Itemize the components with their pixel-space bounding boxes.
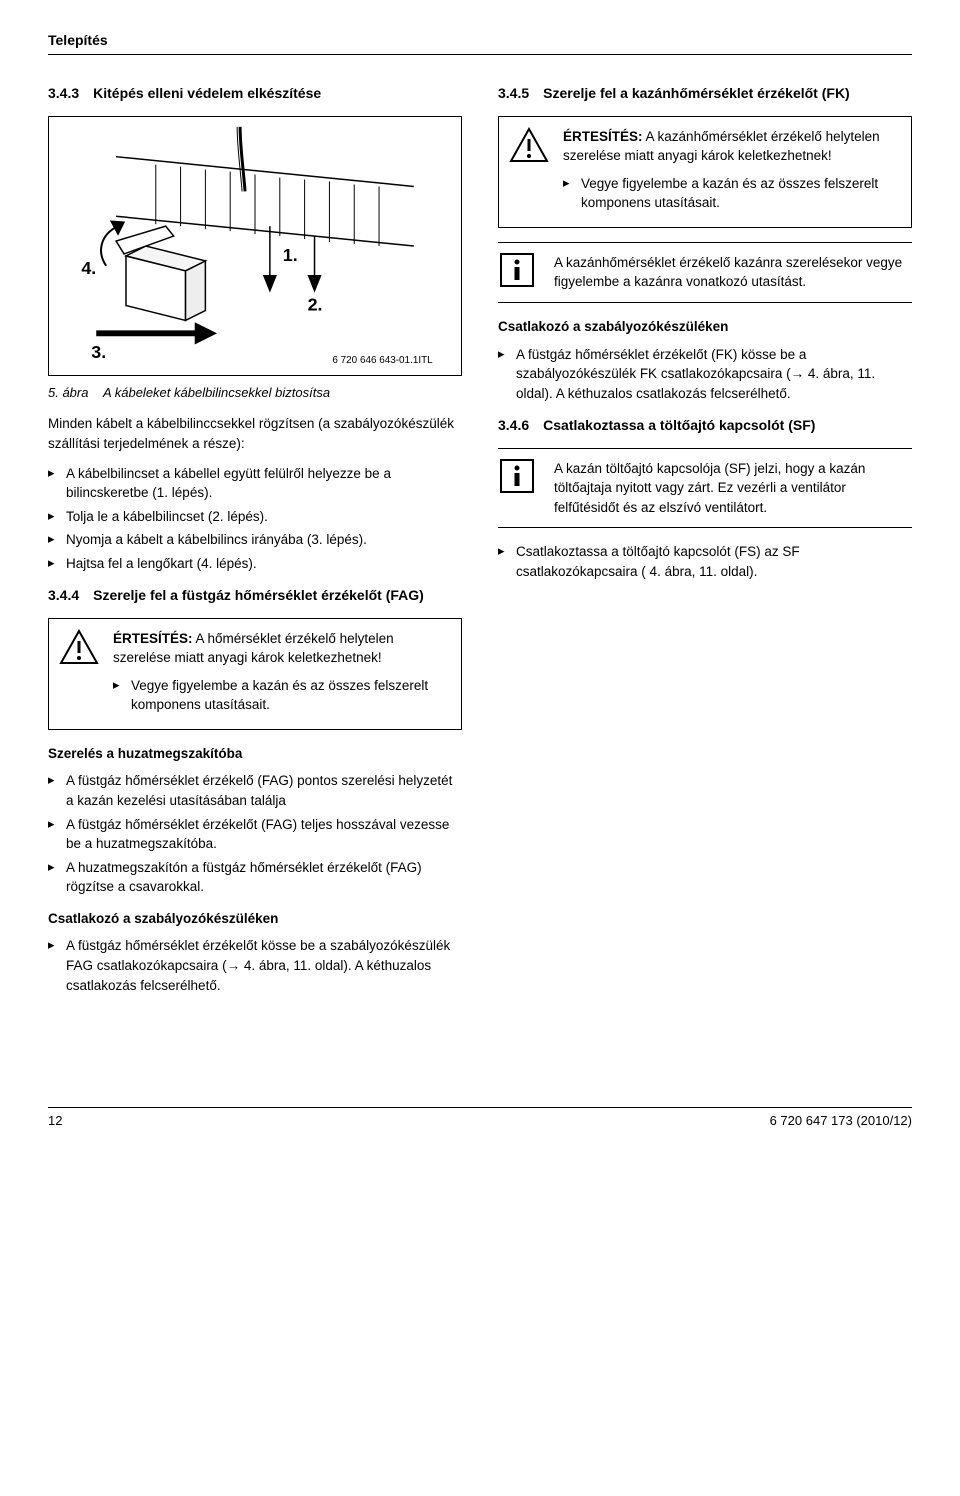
sub346-list: Csatlakoztassa a töltőajtó kapcsolót (FS… <box>498 542 912 581</box>
heading-346-title: Csatlakoztassa a töltőajtó kapcsolót (SF… <box>543 415 815 435</box>
notice-label: ÉRTESÍTÉS: <box>563 129 643 144</box>
step-item: A kábelbilincset a kábellel együtt felül… <box>48 464 462 503</box>
subhead-csatlakozo-right: Csatlakozó a szabályozókészüléken <box>498 317 912 337</box>
two-column-layout: 3.4.3 Kitépés elleni védelem elkészítése <box>48 81 912 1007</box>
figure-ref: 6 720 646 643-01.1ITL <box>332 355 433 366</box>
notice-bullet: Vegye figyelembe a kazán és az összes fe… <box>563 174 899 213</box>
list-item: A füstgáz hőmérséklet érzékelőt (FK) kös… <box>498 345 912 404</box>
heading-344-num: 3.4.4 <box>48 585 79 605</box>
heading-344: 3.4.4 Szerelje fel a füstgáz hőmérséklet… <box>48 585 462 605</box>
footer: 12 6 720 647 173 (2010/12) <box>48 1112 912 1131</box>
info-345: A kazánhőmérséklet érzékelő kazánra szer… <box>498 242 912 303</box>
list-item: A füstgáz hőmérséklet érzékelő (FAG) pon… <box>48 771 462 810</box>
step-item: Hajtsa fel a lengőkart (4. lépés). <box>48 554 462 574</box>
figure-5-caption: 5. ábra A kábeleket kábelbilincsekkel bi… <box>48 384 462 403</box>
notice-344-body: ÉRTESÍTÉS: A hőmérséklet érzékelő helyte… <box>113 629 449 719</box>
intro-paragraph: Minden kábelt a kábelbilinccsekkel rögzí… <box>48 414 462 453</box>
notice-345-body: ÉRTESÍTÉS: A kazánhőmérséklet érzékelő h… <box>563 127 899 217</box>
list-item: Csatlakoztassa a töltőajtó kapcsolót (FS… <box>498 542 912 581</box>
footer-page: 12 <box>48 1112 62 1131</box>
svg-text:2.: 2. <box>308 294 323 314</box>
heading-346: 3.4.6 Csatlakoztassa a töltőajtó kapcsol… <box>498 415 912 435</box>
heading-343-title: Kitépés elleni védelem elkészítése <box>93 83 321 103</box>
subhead-csatlakozo-left: Csatlakozó a szabályozókészüléken <box>48 909 462 929</box>
page-title: Telepítés <box>48 30 912 50</box>
list-item: A füstgáz hőmérséklet érzékelőt kösse be… <box>48 936 462 995</box>
subhead-huzat: Szerelés a huzatmegszakítóba <box>48 744 462 764</box>
warning-icon <box>59 629 101 665</box>
heading-344-title: Szerelje fel a füstgáz hőmérséklet érzék… <box>93 585 424 605</box>
steps-list: A kábelbilincset a kábellel együtt felül… <box>48 464 462 574</box>
sub345-list: A füstgáz hőmérséklet érzékelőt (FK) kös… <box>498 345 912 404</box>
list-item: A huzatmegszakítón a füstgáz hőmérséklet… <box>48 858 462 897</box>
top-rule <box>48 54 912 55</box>
svg-text:1.: 1. <box>283 244 298 264</box>
info-345-text: A kazánhőmérséklet érzékelő kazánra szer… <box>554 253 910 292</box>
figure-5: 1. 2. 3. 4. 6 720 646 643-01.1ITL <box>48 116 462 376</box>
sub2-list: A füstgáz hőmérséklet érzékelőt kösse be… <box>48 936 462 995</box>
info-icon <box>500 253 542 287</box>
info-icon <box>500 459 542 493</box>
footer-doc: 6 720 647 173 (2010/12) <box>770 1112 912 1131</box>
left-column: 3.4.3 Kitépés elleni védelem elkészítése <box>48 81 462 1007</box>
info-346-text: A kazán töltőajtó kapcsolója (SF) jelzi,… <box>554 459 910 518</box>
step-item: Tolja le a kábelbilincset (2. lépés). <box>48 507 462 527</box>
heading-346-num: 3.4.6 <box>498 415 529 435</box>
warning-icon <box>509 127 551 163</box>
figure-5-svg: 1. 2. 3. 4. 6 720 646 643-01.1ITL <box>49 117 461 375</box>
info-346: A kazán töltőajtó kapcsolója (SF) jelzi,… <box>498 448 912 529</box>
footer-rule <box>48 1107 912 1108</box>
notice-bullet: Vegye figyelembe a kazán és az összes fe… <box>113 676 449 715</box>
figure-5-text: A kábeleket kábelbilincsekkel biztosítsa <box>103 385 330 400</box>
heading-345: 3.4.5 Szerelje fel a kazánhőmérséklet ér… <box>498 83 912 103</box>
svg-text:4.: 4. <box>81 257 96 277</box>
notice-label: ÉRTESÍTÉS: <box>113 631 193 646</box>
right-column: 3.4.5 Szerelje fel a kazánhőmérséklet ér… <box>498 81 912 1007</box>
notice-345: ÉRTESÍTÉS: A kazánhőmérséklet érzékelő h… <box>498 116 912 228</box>
heading-345-title: Szerelje fel a kazánhőmérséklet érzékelő… <box>543 83 850 103</box>
heading-343: 3.4.3 Kitépés elleni védelem elkészítése <box>48 83 462 103</box>
list-item: A füstgáz hőmérséklet érzékelőt (FAG) te… <box>48 815 462 854</box>
figure-5-num: 5. ábra <box>48 385 88 400</box>
svg-text:3.: 3. <box>91 342 106 362</box>
sub1-list: A füstgáz hőmérséklet érzékelő (FAG) pon… <box>48 771 462 896</box>
notice-344: ÉRTESÍTÉS: A hőmérséklet érzékelő helyte… <box>48 618 462 730</box>
step-item: Nyomja a kábelt a kábelbilincs irányába … <box>48 530 462 550</box>
heading-345-num: 3.4.5 <box>498 83 529 103</box>
heading-343-num: 3.4.3 <box>48 83 79 103</box>
